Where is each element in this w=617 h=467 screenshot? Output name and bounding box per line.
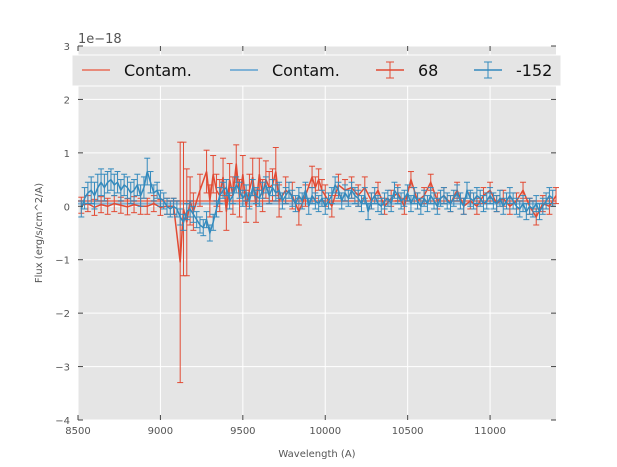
legend-label: Contam. [124, 61, 192, 80]
y-tick-label: −3 [55, 363, 70, 374]
legend-label: -152 [516, 61, 552, 80]
y-tick-label: 2 [64, 95, 70, 106]
x-tick-label: 9000 [148, 426, 173, 437]
axis-ticks: 8500 9000 9500 10000 10500 11000 −4 −3 −2 −1 0 1 2 3 [55, 42, 556, 437]
y-tick-label: −1 [55, 256, 70, 267]
y-tick-label: 1 [64, 149, 70, 160]
x-tick-label: 11000 [474, 426, 506, 437]
series-line [80, 171, 554, 236]
y-tick-label: 0 [64, 202, 70, 213]
y-axis-label: Flux (erg/s/cm^2/A) [34, 183, 45, 283]
legend-label: Contam. [272, 61, 340, 80]
y-offset-text: 1e−18 [78, 32, 122, 47]
legend-label: 68 [418, 61, 438, 80]
x-tick-label: 10000 [309, 426, 341, 437]
plot-background [78, 46, 556, 420]
x-axis-label: Wavelength (A) [278, 449, 355, 460]
x-tick-label: 8500 [65, 426, 90, 437]
y-tick-label: −2 [55, 309, 70, 320]
series-minus-152 [78, 157, 556, 242]
legend: Contam. Contam. 68 -152 [71, 54, 562, 87]
x-tick-label: 9500 [230, 426, 255, 437]
y-tick-label: 3 [64, 42, 70, 53]
x-tick-label: 10500 [392, 426, 424, 437]
y-tick-label: −4 [55, 416, 70, 427]
